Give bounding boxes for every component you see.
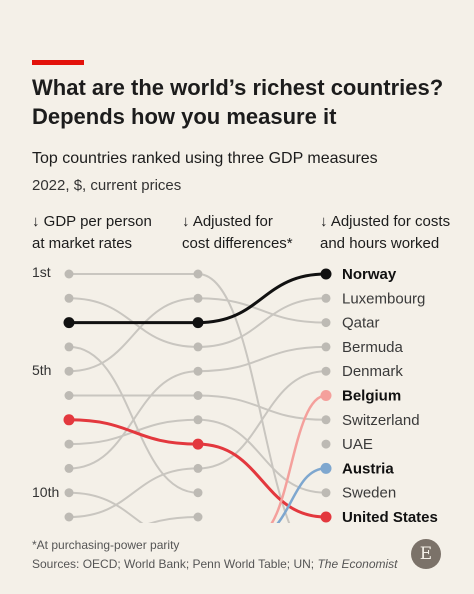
rank-dot (193, 512, 203, 522)
other-country-line (68, 370, 199, 470)
column-header-line: and hours worked (320, 235, 440, 252)
belgium-line (270, 394, 327, 523)
country-label-united-states: United States (342, 509, 438, 526)
accent-bar (32, 60, 84, 65)
country-label-switzerland: Switzerland (342, 412, 420, 429)
economist-logo: E (411, 539, 441, 569)
rank-label-1st: 1st (32, 264, 51, 280)
chart-subtitle: Top countries ranked using three GDP mea… (32, 150, 378, 167)
rank-label-10th: 10th (32, 484, 60, 500)
other-country-line (197, 297, 327, 324)
sources: Sources: OECD; World Bank; Penn World Ta… (32, 557, 398, 571)
other-country-line (197, 370, 327, 470)
rank-dot (64, 439, 74, 449)
austria-line (276, 467, 327, 523)
highlight-dot (192, 438, 204, 450)
sources-text: Sources: OECD; World Bank; Penn World Ta… (32, 557, 318, 571)
country-label-norway: Norway (342, 266, 397, 283)
rank-dot (64, 488, 74, 498)
rank-dot (321, 318, 331, 328)
column-header-line: ↓ Adjusted for costs (320, 213, 451, 230)
column-header-market-rates: ↓ GDP per person at market rates (32, 211, 152, 255)
rank-dot (321, 415, 331, 425)
rank-dot (193, 269, 203, 279)
sources-publication: The Economist (317, 557, 398, 571)
rank-dot (321, 342, 331, 352)
other-country-line (197, 345, 327, 373)
title-line-2: Depends how you measure it (32, 104, 337, 129)
column-header-hours-adjusted: ↓ Adjusted for costs and hours worked (320, 211, 450, 255)
footnote: *At purchasing-power parity (32, 538, 180, 552)
column-header-line: at market rates (32, 235, 133, 252)
rank-dot (193, 488, 203, 498)
chart-units: 2022, $, current prices (32, 177, 182, 194)
country-label-sweden: Sweden (342, 485, 396, 502)
highlight-dot (320, 462, 332, 474)
rank-dot (64, 463, 74, 473)
title-line-1: What are the world’s richest countries? (32, 75, 444, 100)
rank-dot (193, 463, 203, 473)
country-label-belgium: Belgium (342, 388, 401, 405)
highlight-dot (192, 317, 204, 329)
rank-label-5th: 5th (32, 362, 52, 378)
country-label-bermuda: Bermuda (342, 339, 404, 356)
column-header-cost-adjusted: ↓ Adjusted for cost differences* (182, 211, 293, 255)
column-header-line: ↓ Adjusted for (182, 213, 273, 230)
rank-dot (193, 342, 203, 352)
country-label-austria: Austria (342, 460, 394, 477)
rank-dot (64, 269, 74, 279)
other-country-line (197, 418, 327, 494)
other-country-line (68, 467, 199, 518)
rank-dot (321, 488, 331, 498)
rank-dot (64, 366, 74, 376)
country-label-uae: UAE (342, 436, 373, 453)
country-label-luxembourg: Luxembourg (342, 290, 425, 307)
other-country-line (68, 491, 144, 523)
highlight-dot (320, 268, 332, 280)
rank-dot (64, 512, 74, 522)
column-header-line: cost differences* (182, 235, 293, 252)
norway-line (69, 272, 327, 325)
highlight-dot (63, 414, 75, 426)
rank-dot (193, 293, 203, 303)
rank-dot (64, 293, 74, 303)
rank-dot (193, 415, 203, 425)
rank-dot (64, 342, 74, 352)
column-header-line: ↓ GDP per person (32, 213, 152, 230)
highlight-dot (320, 390, 332, 401)
rank-dot (321, 366, 331, 376)
rank-dot (321, 439, 331, 449)
country-label-qatar: Qatar (342, 315, 380, 332)
united-states-line (68, 418, 327, 519)
other-country-line (197, 297, 327, 348)
chart-title: What are the world’s richest countries? … (32, 73, 462, 131)
rank-dot (193, 366, 203, 376)
rank-dot (193, 391, 203, 400)
other-country-line (68, 297, 199, 373)
rank-dot (64, 391, 74, 400)
other-country-line (197, 394, 327, 421)
rank-dot (321, 293, 331, 303)
highlight-dot (63, 317, 75, 329)
highlight-dot (320, 511, 332, 523)
other-country-line (147, 516, 199, 523)
country-label-denmark: Denmark (342, 363, 403, 380)
